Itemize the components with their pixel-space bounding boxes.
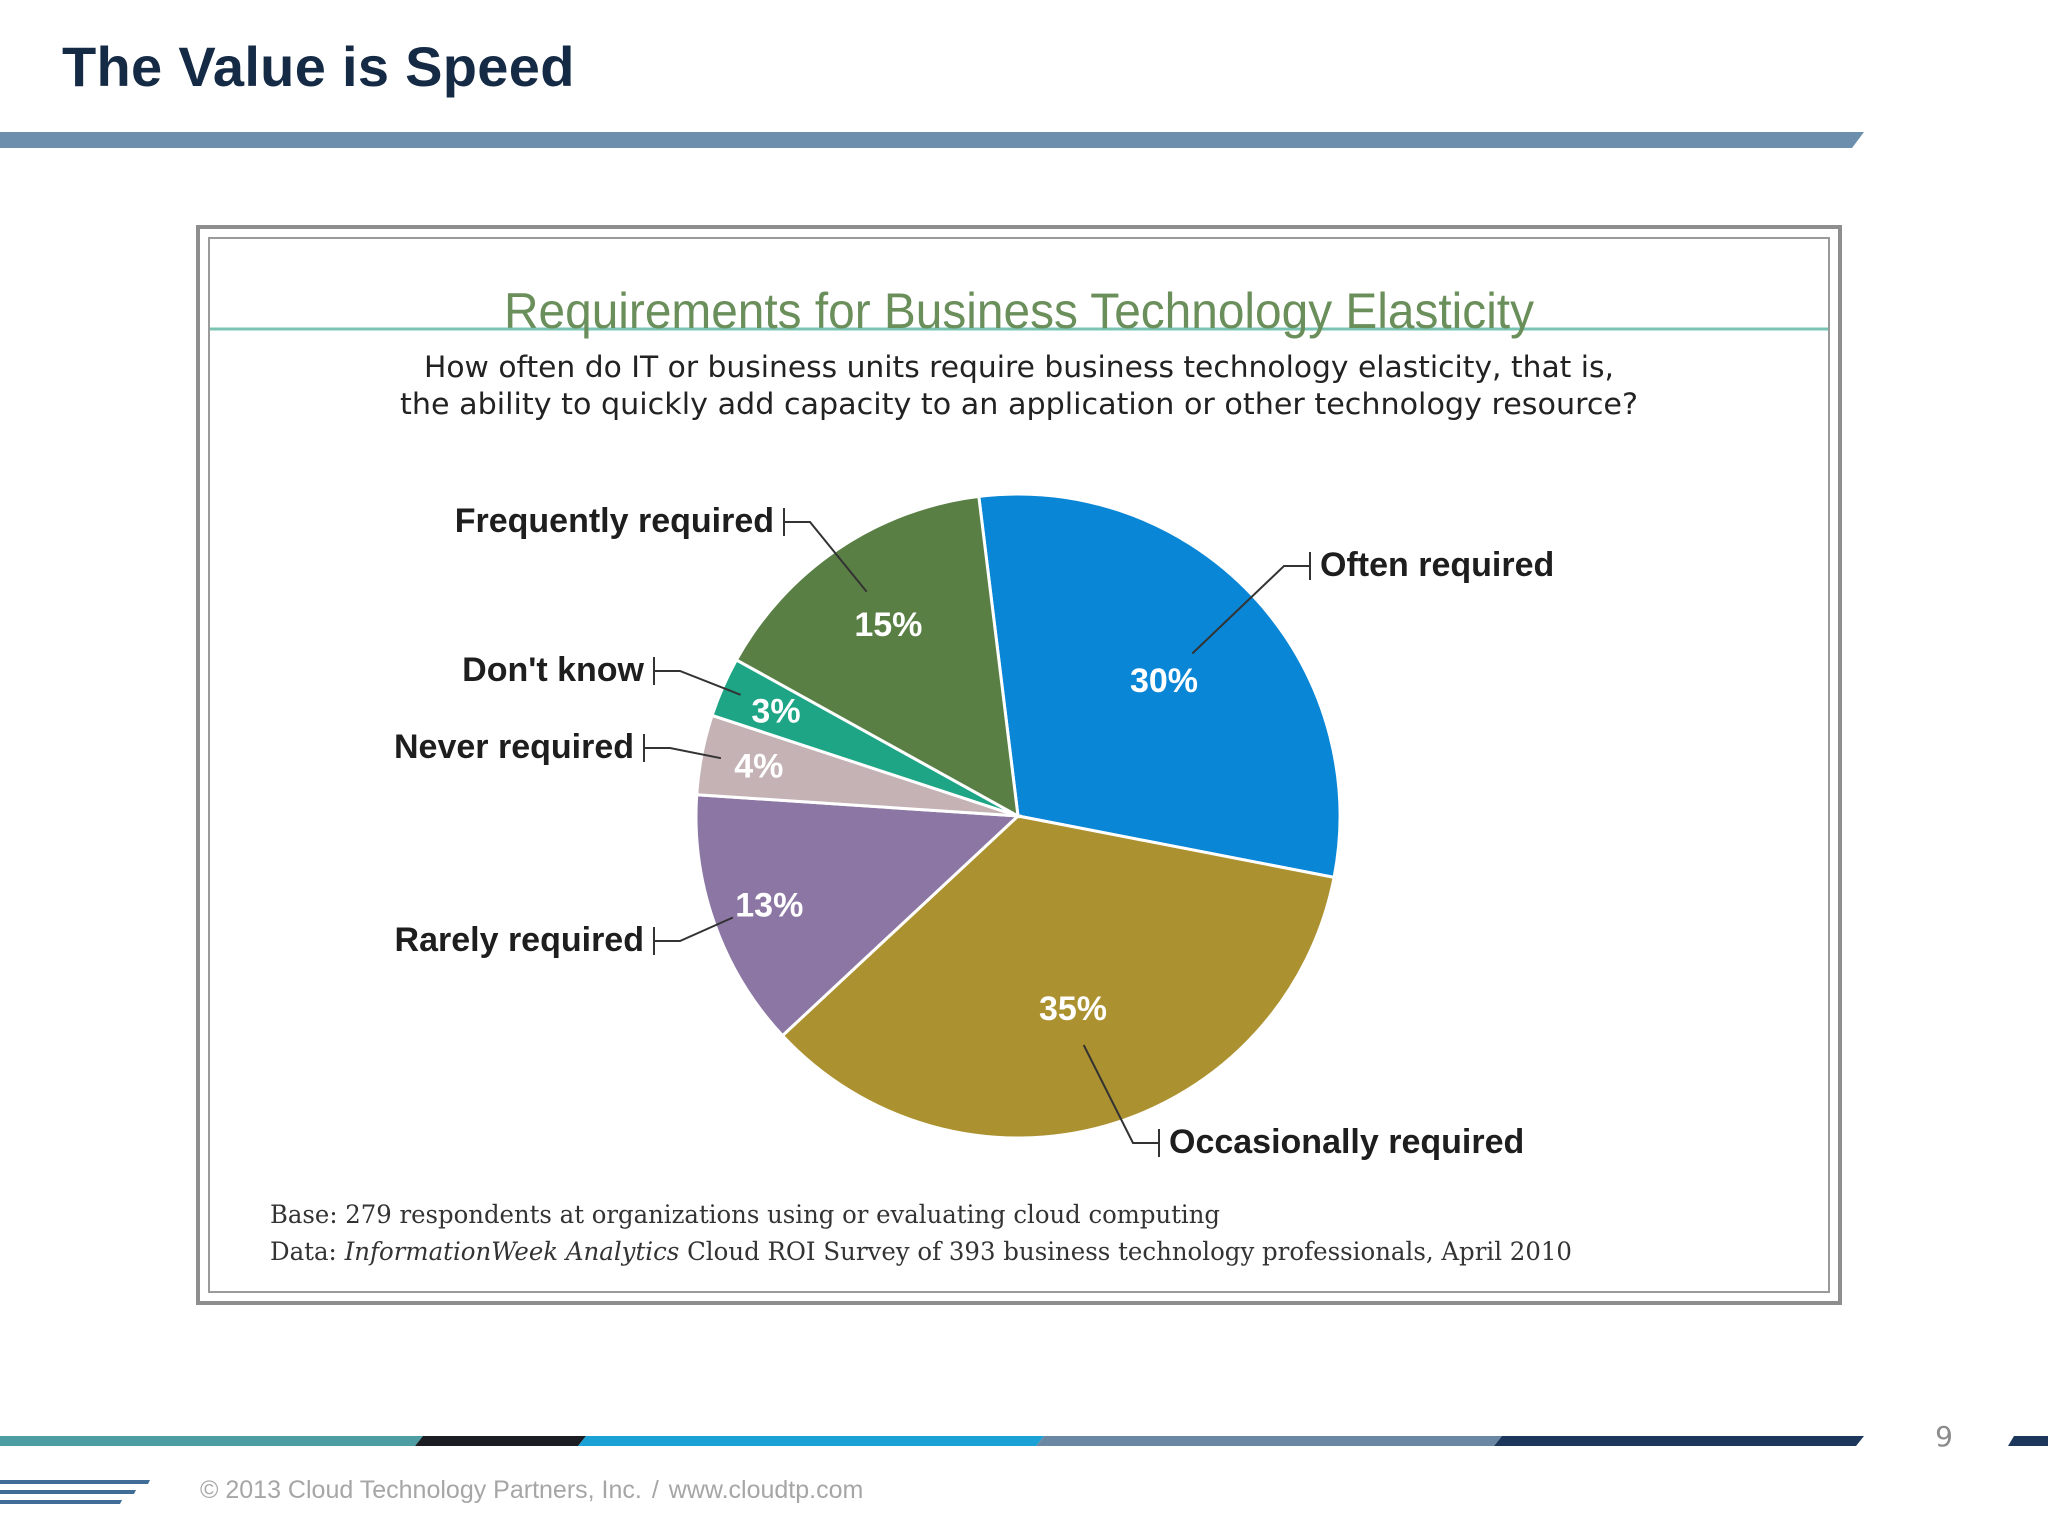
pie-value-label-often-required: 30% <box>1130 662 1198 700</box>
pie-value-label-frequently-required: 15% <box>854 606 922 644</box>
company-logo-icon <box>0 1480 150 1504</box>
pie-value-label-occasionally-required: 35% <box>1039 990 1107 1028</box>
pie-category-label-frequently-required: Frequently required <box>455 502 774 540</box>
footer-url[interactable]: www.cloudtp.com <box>668 1476 864 1504</box>
pie-value-label-rarely-required: 13% <box>735 887 803 925</box>
pie-category-label-never-required: Never required <box>394 728 634 766</box>
chart-note-data: Data: InformationWeek Analytics Cloud RO… <box>270 1237 1572 1266</box>
footer-color-band <box>0 1436 2048 1446</box>
pie-value-label-don-t-know: 3% <box>751 692 800 730</box>
chart-note-data-rest: Cloud ROI Survey of 393 business technol… <box>679 1237 1572 1266</box>
pie-chart: Requirements for Business Technology Ela… <box>210 283 1828 1266</box>
pie-leader-don-t-know <box>654 670 741 696</box>
pie-leader-frequently-required <box>784 521 868 593</box>
chart-subtitle-line-1: How often do IT or business units requir… <box>424 350 1614 384</box>
pie-slices <box>694 492 1342 1140</box>
pie-slice-rarely-required <box>694 793 1022 1038</box>
chart-subtitle-line-2: the ability to quickly add capacity to a… <box>400 387 1638 421</box>
pie-category-label-occasionally-required: Occasionally required <box>1169 1123 1524 1161</box>
pie-slice-frequently-required <box>734 494 1020 819</box>
pie-labels: 30% Often required 35% Occasionally require… <box>394 502 1554 1161</box>
footer-separator: / <box>651 1476 659 1504</box>
page-number: 9 <box>1935 1420 1953 1453</box>
pie-slice-occasionally-required <box>780 814 1336 1140</box>
chart-note-data-source: InformationWeek Analytics <box>344 1237 680 1266</box>
chart-frame-inner <box>208 237 1830 1293</box>
pie-category-label-rarely-required: Rarely required <box>395 921 644 959</box>
pie-leader-never-required <box>644 747 722 760</box>
chart-note-base: Base: 279 respondents at organizations u… <box>270 1200 1220 1229</box>
footer: © 2013 Cloud Technology Partners, Inc. / w… <box>200 1476 863 1505</box>
chart-title: Requirements for Business Technology Ela… <box>504 283 1534 339</box>
pie-value-label-never-required: 4% <box>734 748 783 786</box>
pie-category-label-often-required: Often required <box>1320 546 1554 584</box>
pie-category-label-don-t-know: Don't know <box>462 651 644 689</box>
pie-leader-often-required <box>1191 565 1310 655</box>
slide-title: The Value is Speed <box>62 35 575 98</box>
pie-leader-rarely-required <box>654 916 734 942</box>
pie-leader-occasionally-required <box>1082 1044 1159 1144</box>
chart-note-data-prefix: Data: <box>270 1237 345 1266</box>
pie-leaders <box>643 508 1311 1157</box>
title-rule <box>0 132 1864 148</box>
footer-copyright: © 2013 Cloud Technology Partners, Inc. <box>200 1476 642 1504</box>
